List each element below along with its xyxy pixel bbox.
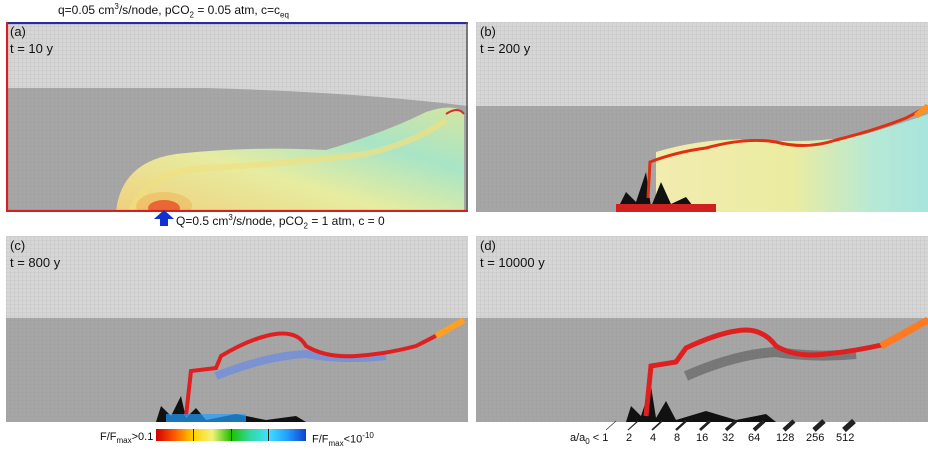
reaction-front xyxy=(184,318,466,417)
aperture-label: 256 xyxy=(806,432,825,444)
bottom-boundary-caption: Q=0.5 cm3/s/node, pCO2 = 1 atm, c = 0 xyxy=(176,213,385,230)
panel-label: (a) xyxy=(10,24,26,39)
aperture-stroke xyxy=(782,419,796,432)
aperture-stroke xyxy=(724,419,738,432)
colorbar-left-label: F/Fmax>0.1 xyxy=(100,431,153,445)
caption-text: /s/node, pCO xyxy=(118,3,190,17)
caption-subscript: eq xyxy=(280,10,289,20)
caption-exponent: 3 xyxy=(114,2,119,11)
aperture-stroke xyxy=(812,419,826,432)
panel-time: t = 200 y xyxy=(480,41,531,56)
top-boundary-caption: q=0.05 cm3/s/node, pCO2 = 0.05 atm, c=ce… xyxy=(58,2,289,19)
aperture-stroke xyxy=(752,419,766,432)
panel-c: (c) t = 800 y xyxy=(6,236,468,422)
reaction-front xyxy=(646,104,928,199)
legend-text: < 1 xyxy=(589,432,609,444)
panel-label: (d) xyxy=(480,238,496,253)
colorbar-right-label: F/Fmax<10-10 xyxy=(312,431,374,448)
mineral-deposit xyxy=(626,386,776,422)
panel-a-field xyxy=(6,22,468,212)
caption-text: q=0.05 cm xyxy=(58,3,115,17)
panel-label: (b) xyxy=(480,24,496,39)
panel-time: t = 10000 y xyxy=(480,255,545,270)
panel-b-field xyxy=(476,22,928,212)
colorbar-tick xyxy=(231,429,232,441)
aperture-strokes xyxy=(605,418,856,433)
panel-a: (a) t = 10 y xyxy=(6,22,468,212)
colorbar-text: <10 xyxy=(343,433,363,446)
dissolution-tail xyxy=(214,349,387,380)
mineral-deposit xyxy=(616,172,696,212)
aperture-label: 2 xyxy=(626,432,633,444)
colorbar-subscript: max xyxy=(328,438,344,448)
aperture-label: 4 xyxy=(650,432,657,444)
legend-subscript: 0 xyxy=(585,437,590,447)
colorbar-text: >0.1 xyxy=(131,431,154,443)
panel-b: (b) t = 200 y xyxy=(476,22,928,212)
caption-text: = 1 atm, c = 0 xyxy=(307,214,385,228)
inflow-arrow-icon xyxy=(154,210,174,226)
aperture-label: 512 xyxy=(836,432,855,444)
colorbar xyxy=(156,429,306,441)
legend-text: a/a xyxy=(570,432,586,444)
aperture-label: 16 xyxy=(696,432,709,444)
aperture-label: 32 xyxy=(722,432,735,444)
colorbar-text: F/F xyxy=(312,433,329,446)
source-zone xyxy=(616,204,716,212)
colorbar-tick xyxy=(268,429,269,441)
colorbar-superscript: -10 xyxy=(362,431,374,440)
colorbar-subscript: max xyxy=(116,436,132,446)
caption-subscript: 2 xyxy=(189,10,194,20)
aperture-legend: a/a0 < 1 2 4 8 16 32 64 128 256 512 xyxy=(570,418,870,448)
plume xyxy=(656,114,928,212)
panel-d: (d) t = 10000 y xyxy=(476,236,928,422)
panel-d-field xyxy=(476,236,928,422)
colorbar-text: F/F xyxy=(100,431,117,443)
panel-time: t = 10 y xyxy=(10,41,53,56)
aperture-stroke xyxy=(651,420,663,431)
panel-c-field xyxy=(6,236,468,422)
source-hotspot xyxy=(148,200,180,212)
aperture-label: 128 xyxy=(776,432,795,444)
caption-subscript: 2 xyxy=(303,221,308,231)
caption-exponent: 3 xyxy=(228,213,233,222)
aperture-stroke xyxy=(675,420,687,431)
aperture-label: 64 xyxy=(748,432,761,444)
aperture-stroke xyxy=(627,420,639,431)
caption-text: = 0.05 atm, c=c xyxy=(194,3,281,17)
caption-text: Q=0.5 cm xyxy=(176,214,229,228)
panel-label: (c) xyxy=(10,238,26,253)
caption-text: /s/node, pCO xyxy=(232,214,304,228)
aperture-first-label: a/a0 < 1 xyxy=(570,432,608,446)
panel-time: t = 800 y xyxy=(10,255,61,270)
aperture-label: 8 xyxy=(674,432,681,444)
aperture-stroke xyxy=(842,418,856,433)
aperture-stroke xyxy=(605,420,617,431)
aperture-stroke xyxy=(699,419,711,432)
colorbar-tick xyxy=(193,429,194,441)
